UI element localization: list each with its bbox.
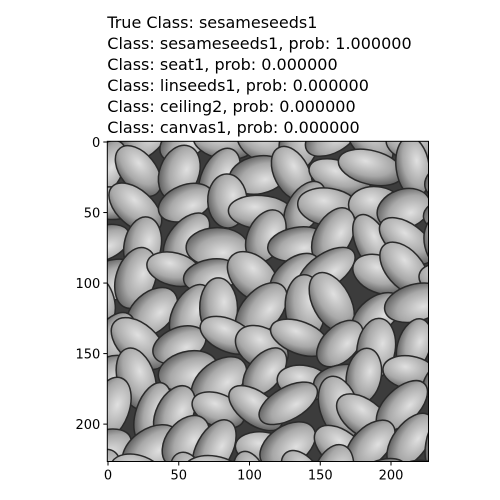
seed [109,453,167,462]
y-tick-label: 150 [75,348,100,363]
seed [107,273,117,330]
x-tick-label: 200 [379,469,404,484]
seed [107,376,132,441]
seed [424,380,485,449]
y-tick-label: 100 [75,277,100,292]
x-tick-label: 50 [170,469,187,484]
seed [424,155,429,200]
title-line: True Class: sesameseeds1 [106,13,317,32]
seed [169,451,210,462]
x-tick-label: 100 [237,469,262,484]
y-tick-label: 50 [84,207,101,222]
seed [418,262,429,301]
seed [315,319,364,368]
axes: True Class: sesameseeds1 Class: sesamesee… [75,13,430,484]
x-tick-label: 0 [104,469,112,484]
seed [280,449,325,462]
seed [183,454,244,462]
seed [415,465,474,500]
seed [423,214,429,271]
y-tick-label: 200 [75,418,100,433]
title-line: Class: sesameseeds1, prob: 1.000000 [107,34,411,53]
title-line: Class: ceiling2, prob: 0.000000 [107,97,355,116]
title-line: Class: linseeds1, prob: 0.000000 [107,76,369,95]
x-tick-label: 150 [308,469,333,484]
title-line: Class: seat1, prob: 0.000000 [107,55,337,74]
title-line: Class: canvas1, prob: 0.000000 [107,118,359,137]
seed [344,419,396,462]
seed [428,274,475,344]
seed [311,443,355,462]
seed [107,448,123,462]
seed [304,141,360,158]
seed [191,419,237,462]
image [107,141,485,500]
seed [424,412,429,462]
seed [386,412,429,462]
seed [422,194,429,233]
y-tick-label: 0 [92,136,100,151]
seed [427,307,474,371]
seed [232,450,270,462]
axes-frame [106,140,430,463]
seed [258,381,319,426]
